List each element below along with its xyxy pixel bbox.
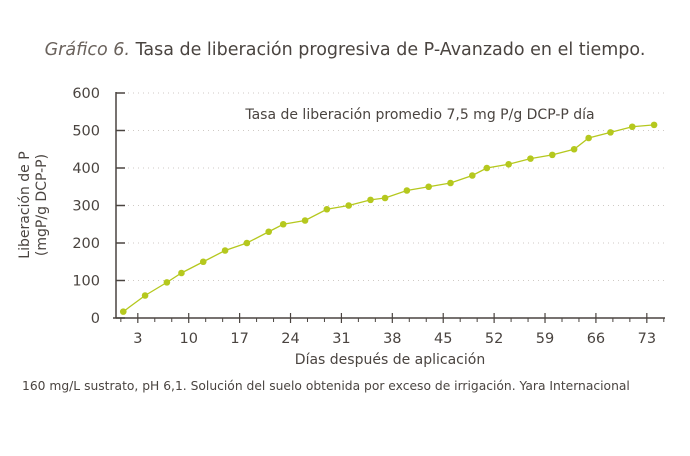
y-tick-label: 400 [72,161,100,177]
data-point [178,269,185,277]
y-tick-label: 0 [91,311,100,327]
data-point [301,217,309,224]
series-line [119,121,658,315]
data-point [119,308,127,315]
data-point [345,202,352,209]
x-tick-label: 73 [638,331,656,347]
data-point [367,196,374,204]
data-point [279,220,287,228]
x-tick-label: 52 [485,331,503,347]
data-point [469,172,476,179]
x-tick-label: 45 [434,331,452,347]
data-point [548,151,556,159]
chart-annotation: Tasa de liberación promedio 7,5 mg P/g D… [244,107,594,123]
data-point [403,187,411,194]
data-point [163,279,171,286]
y-tick-label: 500 [72,124,100,140]
data-point [607,129,614,136]
y-tick-label: 300 [72,199,100,215]
data-point [199,258,207,266]
data-point [221,247,229,254]
data-point [570,145,578,153]
data-point [381,194,389,202]
data-point [447,179,454,187]
y-tick-label: 600 [72,86,100,102]
chart-title-text: Tasa de liberación progresiva de P-Avanz… [135,40,646,60]
x-tick-label: 38 [383,331,401,347]
chart-title-prefix: Gráfico 6. [44,40,130,60]
x-tick-label: 66 [587,331,605,347]
data-point [243,239,251,247]
data-point [483,164,491,172]
x-tick-label: 10 [179,331,197,347]
x-tick-label: 59 [536,331,554,347]
y-axis-label-line1: Liberación de P [17,151,33,258]
data-point [650,121,658,129]
data-point [527,155,534,162]
data-point [141,292,149,299]
chart-title: Gráfico 6. Tasa de liberación progresiva… [0,40,690,60]
data-point [425,183,432,191]
x-tick-label: 17 [230,331,248,347]
y-axis-label-line2: (mgP/g DCP-P) [34,154,50,256]
data-point [585,134,592,142]
data-point [628,123,636,131]
y-tick-label: 200 [72,236,100,252]
y-tick-label: 100 [72,274,100,290]
data-point [265,228,273,236]
data-point [505,160,512,168]
data-point [323,205,331,213]
x-tick-label: 24 [281,331,299,347]
axes: 0 100 200 300 400 500 600 3 10 17 24 31 38 45 52 59 66 73 [72,86,665,347]
x-axis-label: Días después de aplicación [295,352,485,368]
x-tick-label: 31 [332,331,350,347]
x-tick-label: 3 [133,331,142,347]
source-note: 160 mg/L sustrato, pH 6,1. Solución del … [22,379,630,393]
series-polyline [122,124,655,313]
